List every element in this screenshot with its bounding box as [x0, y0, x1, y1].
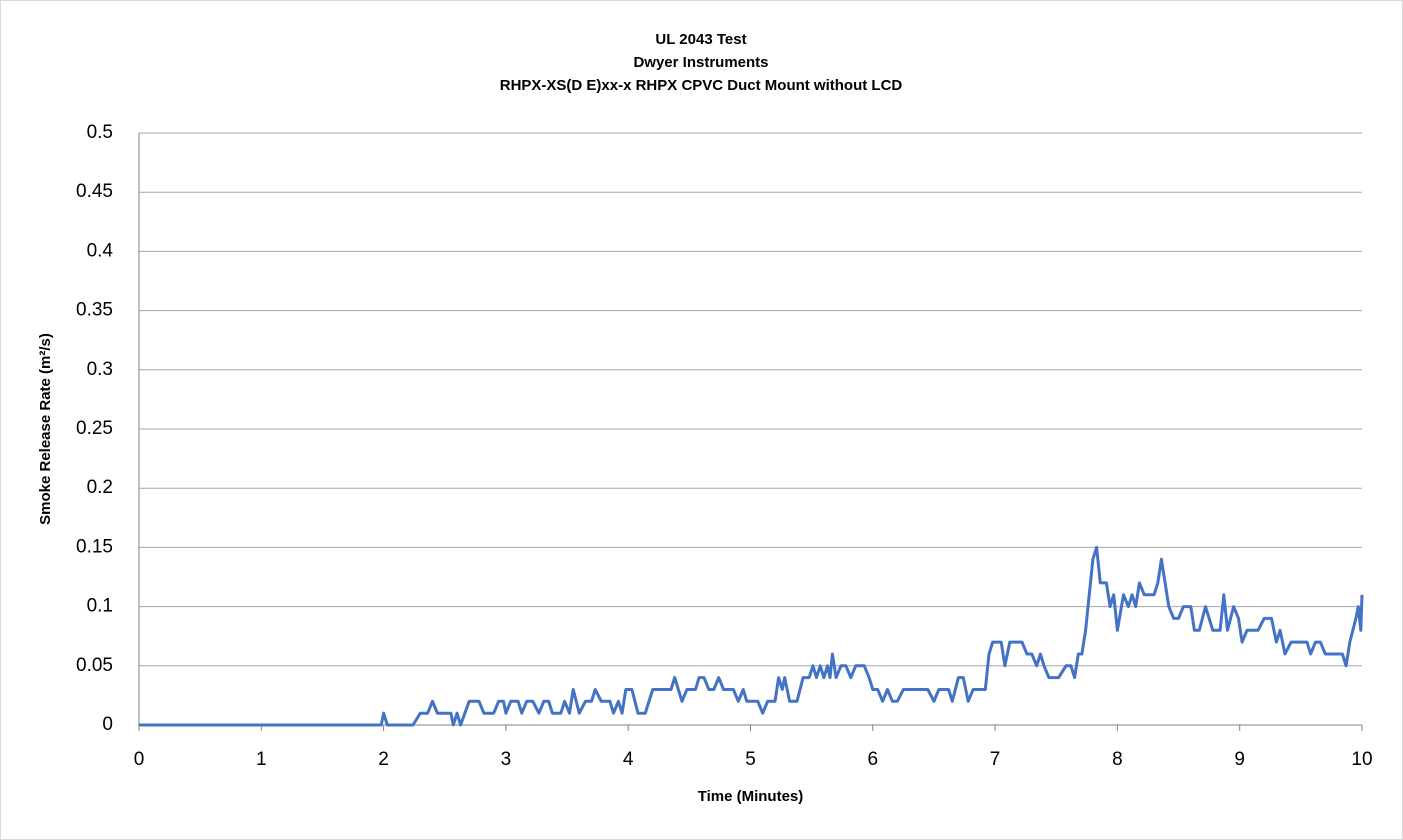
- x-tick-label: 3: [501, 749, 512, 770]
- x-tick-label: 4: [623, 749, 634, 770]
- x-axis-label: Time (Minutes): [698, 788, 804, 805]
- x-tick-label: 9: [1234, 749, 1245, 770]
- y-tick-label: 0: [102, 714, 113, 735]
- chart-title: UL 2043 Test: [655, 31, 746, 48]
- x-tick-label: 2: [378, 749, 389, 770]
- y-axis-label: Smoke Release Rate (m²/s): [37, 333, 54, 525]
- y-tick-label: 0.4: [87, 240, 114, 261]
- x-tick-label: 6: [868, 749, 879, 770]
- x-tick-label: 5: [745, 749, 756, 770]
- x-tick-label: 8: [1112, 749, 1123, 770]
- y-tick-label: 0.35: [76, 300, 113, 321]
- y-tick-label: 0.15: [76, 536, 113, 557]
- y-tick-label: 0.25: [76, 418, 113, 439]
- x-tick-label: 1: [256, 749, 267, 770]
- x-tick-label: 7: [990, 749, 1001, 770]
- y-tick-label: 0.3: [87, 359, 113, 380]
- chart-title: Dwyer Instruments: [633, 54, 768, 71]
- y-tick-label: 0.45: [76, 181, 113, 202]
- chart-title: RHPX-XS(D E)xx-x RHPX CPVC Duct Mount wi…: [500, 77, 903, 94]
- y-tick-label: 0.5: [87, 122, 113, 143]
- y-tick-label: 0.05: [76, 655, 113, 676]
- y-tick-label: 0.1: [87, 596, 113, 617]
- y-tick-label: 0.2: [87, 477, 113, 498]
- x-tick-label: 10: [1351, 749, 1372, 770]
- data-line: [139, 545, 1364, 727]
- x-tick-label: 0: [134, 749, 145, 770]
